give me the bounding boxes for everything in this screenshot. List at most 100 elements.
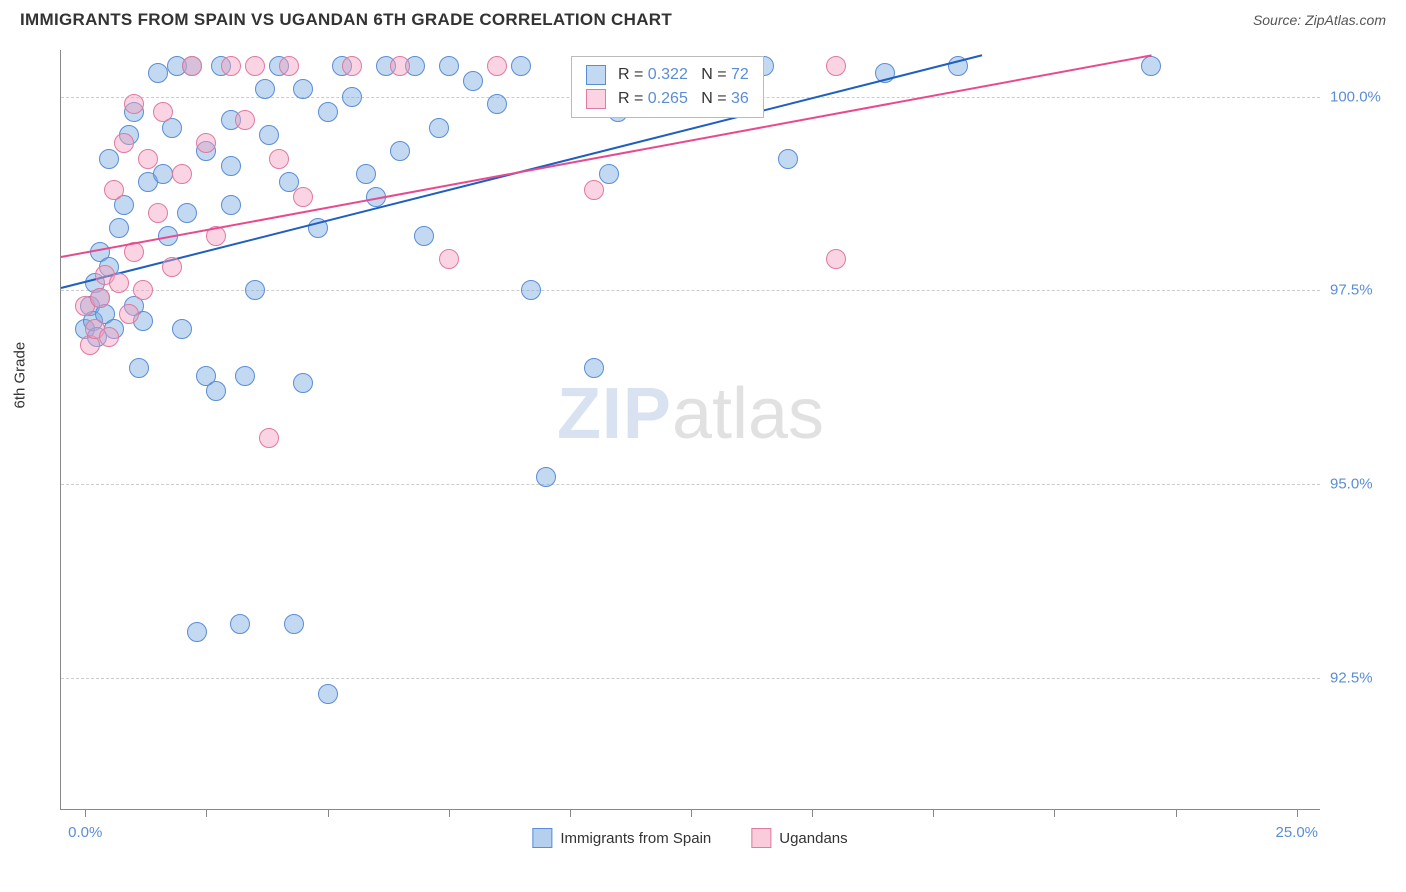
grid-line — [61, 484, 1320, 485]
x-tick — [1176, 809, 1177, 817]
data-point — [221, 195, 241, 215]
data-point — [318, 102, 338, 122]
source-label: Source: ZipAtlas.com — [1253, 12, 1386, 28]
data-point — [172, 164, 192, 184]
stats-row: R = 0.265 N = 36 — [586, 87, 749, 111]
data-point — [138, 149, 158, 169]
y-axis-label: 6th Grade — [12, 342, 29, 409]
y-tick-label: 95.0% — [1330, 476, 1400, 493]
data-point — [148, 63, 168, 83]
chart-title: IMMIGRANTS FROM SPAIN VS UGANDAN 6TH GRA… — [20, 10, 672, 30]
data-point — [293, 373, 313, 393]
data-point — [536, 467, 556, 487]
stats-text: R = 0.322 N = 72 — [618, 66, 749, 84]
data-point — [245, 280, 265, 300]
legend-swatch — [751, 828, 771, 848]
data-point — [255, 79, 275, 99]
x-tick — [1297, 809, 1298, 817]
y-tick-label: 97.5% — [1330, 282, 1400, 299]
stats-box: R = 0.322 N = 72 R = 0.265 N = 36 — [571, 56, 764, 118]
data-point — [206, 381, 226, 401]
legend-item: Immigrants from Spain — [532, 828, 711, 848]
watermark-zip: ZIP — [557, 374, 672, 454]
grid-line — [61, 678, 1320, 679]
data-point — [293, 187, 313, 207]
data-point — [429, 118, 449, 138]
x-tick-label: 25.0% — [1275, 824, 1318, 841]
data-point — [826, 249, 846, 269]
data-point — [259, 428, 279, 448]
x-tick — [1054, 809, 1055, 817]
data-point — [284, 614, 304, 634]
legend-label: Immigrants from Spain — [560, 830, 711, 847]
legend-swatch — [586, 89, 606, 109]
data-point — [119, 304, 139, 324]
watermark: ZIPatlas — [557, 373, 824, 455]
chart-container: ZIPatlas 92.5%95.0%97.5%100.0%0.0%25.0%R… — [60, 50, 1320, 810]
data-point — [487, 56, 507, 76]
data-point — [439, 56, 459, 76]
data-point — [245, 56, 265, 76]
data-point — [177, 203, 197, 223]
x-tick — [812, 809, 813, 817]
data-point — [584, 358, 604, 378]
data-point — [439, 249, 459, 269]
data-point — [584, 180, 604, 200]
data-point — [269, 149, 289, 169]
data-point — [342, 56, 362, 76]
data-point — [153, 102, 173, 122]
data-point — [356, 164, 376, 184]
x-tick — [328, 809, 329, 817]
data-point — [390, 56, 410, 76]
data-point — [390, 141, 410, 161]
data-point — [129, 358, 149, 378]
data-point — [342, 87, 362, 107]
data-point — [162, 257, 182, 277]
data-point — [463, 71, 483, 91]
x-tick-label: 0.0% — [68, 824, 102, 841]
legend-swatch — [586, 65, 606, 85]
data-point — [230, 614, 250, 634]
legend-item: Ugandans — [751, 828, 847, 848]
stats-row: R = 0.322 N = 72 — [586, 63, 749, 87]
data-point — [114, 133, 134, 153]
x-tick — [449, 809, 450, 817]
data-point — [221, 56, 241, 76]
data-point — [414, 226, 434, 246]
x-tick — [570, 809, 571, 817]
data-point — [318, 684, 338, 704]
y-tick-label: 92.5% — [1330, 670, 1400, 687]
data-point — [235, 110, 255, 130]
data-point — [511, 56, 531, 76]
bottom-legend: Immigrants from Spain Ugandans — [532, 828, 847, 848]
data-point — [293, 79, 313, 99]
data-point — [259, 125, 279, 145]
header: IMMIGRANTS FROM SPAIN VS UGANDAN 6TH GRA… — [0, 0, 1406, 38]
data-point — [172, 319, 192, 339]
data-point — [99, 149, 119, 169]
data-point — [235, 366, 255, 386]
legend-swatch — [532, 828, 552, 848]
data-point — [124, 94, 144, 114]
data-point — [599, 164, 619, 184]
stats-text: R = 0.265 N = 36 — [618, 90, 749, 108]
data-point — [279, 56, 299, 76]
x-tick — [206, 809, 207, 817]
data-point — [109, 273, 129, 293]
data-point — [109, 218, 129, 238]
data-point — [148, 203, 168, 223]
data-point — [99, 327, 119, 347]
data-point — [153, 164, 173, 184]
data-point — [778, 149, 798, 169]
data-point — [182, 56, 202, 76]
legend-label: Ugandans — [779, 830, 847, 847]
data-point — [187, 622, 207, 642]
watermark-atlas: atlas — [672, 374, 824, 454]
data-point — [90, 288, 110, 308]
data-point — [826, 56, 846, 76]
x-tick — [691, 809, 692, 817]
data-point — [221, 156, 241, 176]
x-tick — [85, 809, 86, 817]
data-point — [1141, 56, 1161, 76]
data-point — [487, 94, 507, 114]
